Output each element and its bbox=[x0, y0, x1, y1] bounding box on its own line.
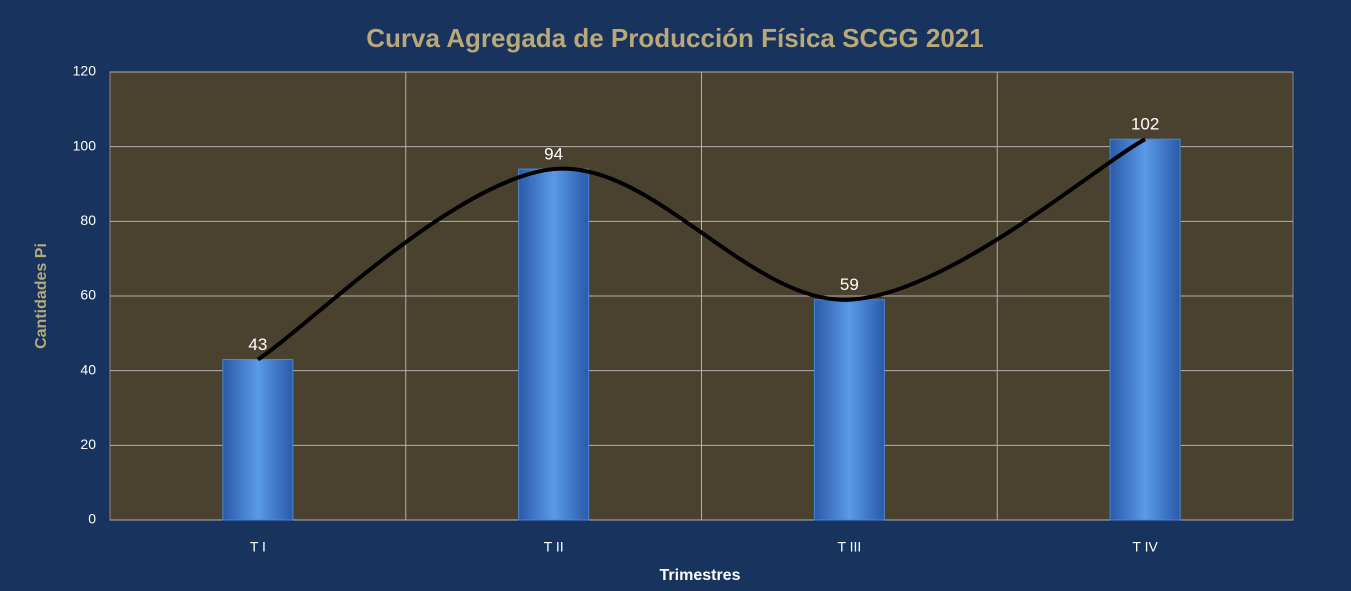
x-tick-label: T III bbox=[837, 539, 861, 555]
bar bbox=[222, 358, 294, 521]
value-label: 59 bbox=[840, 275, 859, 294]
x-tick-label: T IV bbox=[1132, 539, 1158, 555]
y-tick-label: 40 bbox=[80, 361, 96, 377]
x-tick-label: T II bbox=[544, 539, 564, 555]
x-axis-label: Trimestres bbox=[660, 567, 741, 584]
y-tick-label: 120 bbox=[73, 63, 97, 79]
y-tick-label: 20 bbox=[80, 436, 96, 452]
smooth-line bbox=[256, 137, 1147, 362]
y-tick-label: 60 bbox=[80, 287, 96, 303]
value-label: 43 bbox=[248, 335, 267, 354]
bar bbox=[1109, 138, 1181, 521]
value-label: 94 bbox=[544, 145, 563, 164]
x-tick-label: T I bbox=[250, 539, 266, 555]
y-tick-label: 0 bbox=[88, 511, 96, 527]
bar bbox=[518, 168, 590, 521]
y-tick-label: 80 bbox=[80, 212, 96, 228]
value-label: 102 bbox=[1131, 115, 1159, 134]
chart-title: Curva Agregada de Producción Física SCGG… bbox=[366, 23, 983, 53]
y-tick-label: 100 bbox=[73, 137, 97, 153]
y-axis-label: Cantidades Pi bbox=[33, 243, 50, 349]
bar bbox=[813, 299, 885, 521]
